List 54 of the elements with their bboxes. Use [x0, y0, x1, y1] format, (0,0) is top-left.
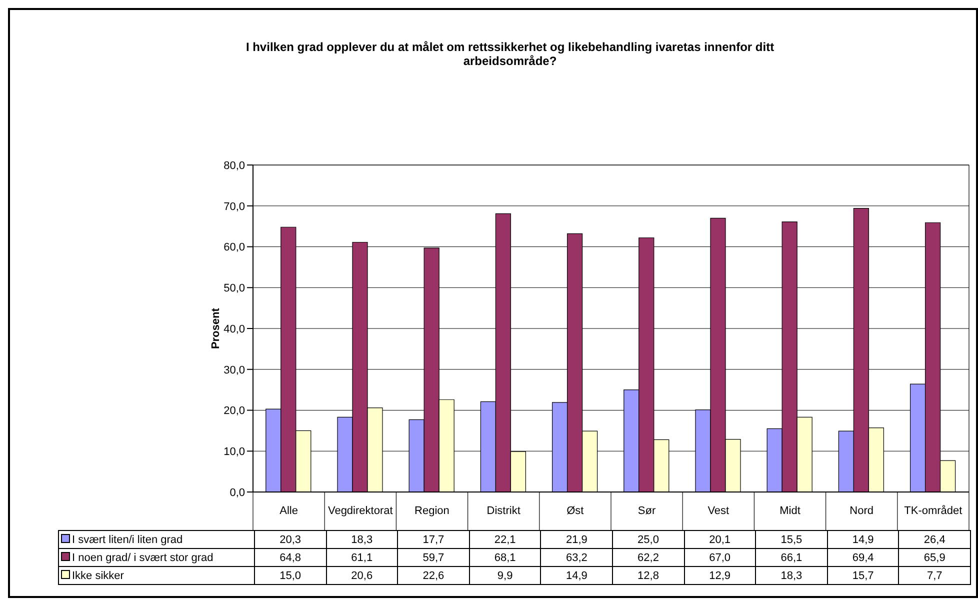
data-label: 59,7 — [398, 548, 470, 566]
y-tick-label: 80,0 — [224, 160, 245, 172]
data-label: 62,2 — [612, 548, 684, 566]
data-label: 25,0 — [612, 530, 684, 548]
legend-label: I noen grad/ i svært stor grad — [58, 548, 254, 566]
data-label: 68,1 — [469, 548, 541, 566]
data-label: 22,6 — [398, 566, 470, 584]
chart-title: I hvilken grad opplever du at målet om rettssikkerhet og likebehandling ivaretas innenfor ditt arbeidsområde? — [244, 40, 776, 68]
data-label: 14,9 — [540, 566, 612, 584]
data-label: 22,1 — [469, 530, 541, 548]
legend-label: I svært liten/i liten grad — [58, 530, 254, 548]
data-label: 18,3 — [756, 566, 828, 584]
data-label: 12,8 — [612, 566, 684, 584]
data-label: 7,7 — [898, 566, 970, 584]
data-label: 66,1 — [756, 548, 828, 566]
y-tick-label: 70,0 — [224, 200, 245, 213]
data-label: 67,0 — [684, 548, 756, 566]
data-label: 65,9 — [898, 548, 970, 566]
y-tick-label: 60,0 — [224, 242, 245, 254]
x-tick-label: Vegdirektorat — [326, 504, 394, 519]
x-tick-label: Sør — [636, 504, 657, 519]
x-tick-label: Øst — [566, 504, 585, 519]
data-label: 9,9 — [469, 566, 541, 584]
data-label: 63,2 — [540, 548, 612, 566]
x-tick-label: TK-området — [903, 504, 964, 519]
y-tick-label: 20,0 — [224, 405, 245, 418]
y-tick-label: 30,0 — [224, 364, 245, 376]
data-label: 21,9 — [540, 530, 612, 548]
data-label: 20,1 — [684, 530, 756, 548]
data-label: 18,3 — [326, 530, 398, 548]
data-label: 20,3 — [254, 530, 326, 548]
data-label: 15,0 — [254, 566, 326, 584]
y-tick-label: 0,0 — [230, 486, 245, 499]
x-tick-label: Vest — [706, 504, 730, 519]
data-label: 64,8 — [254, 548, 326, 566]
x-tick-label: Region — [414, 504, 450, 519]
x-tick-label: Nord — [848, 504, 875, 519]
data-label: 20,6 — [326, 566, 398, 584]
data-label: 15,5 — [756, 530, 828, 548]
y-tick-label: 50,0 — [224, 282, 245, 295]
data-label: 17,7 — [398, 530, 470, 548]
data-label: 12,9 — [684, 566, 756, 584]
legend-label: Ikke sikker — [58, 566, 254, 584]
data-label: 26,4 — [898, 530, 970, 548]
data-label: 14,9 — [827, 530, 899, 548]
x-tick-label: Midt — [778, 504, 802, 519]
data-label: 69,4 — [827, 548, 899, 566]
data-label: 15,7 — [827, 566, 899, 584]
x-tick-label: Distrikt — [486, 504, 522, 519]
y-tick-label: 40,0 — [224, 323, 245, 336]
y-axis-title: Prosent — [210, 308, 222, 349]
data-label: 61,1 — [326, 548, 398, 566]
y-tick-label: 10,0 — [224, 446, 245, 458]
x-tick-label: Alle — [278, 504, 299, 519]
